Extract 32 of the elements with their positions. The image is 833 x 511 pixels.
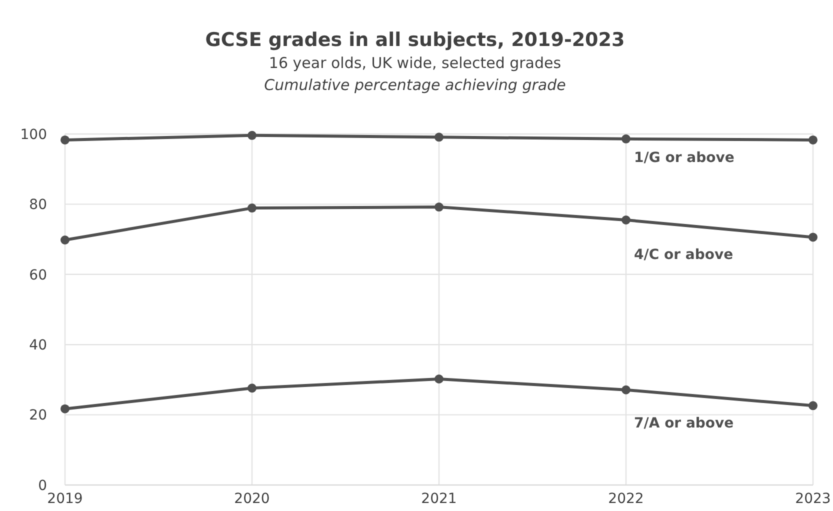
- series-label: 4/C or above: [634, 247, 734, 264]
- text: Cumulative percentage achieving grade: [264, 76, 566, 94]
- y-tick-label: 0: [38, 478, 47, 494]
- point: [248, 204, 256, 213]
- series-label: 7/A or above: [634, 416, 734, 432]
- y-tick-label: 80: [29, 197, 47, 214]
- point: [808, 232, 818, 242]
- point: [248, 384, 256, 393]
- point: [60, 404, 70, 414]
- y-tick-label: 40: [29, 338, 47, 354]
- point: [60, 236, 70, 244]
- x-tick-label: 2023: [795, 491, 831, 507]
- chart-subtitle: 16 year olds, UK wide, selected grades: [268, 54, 562, 72]
- x-tick-label: 2021: [421, 491, 457, 507]
- point: [622, 215, 630, 224]
- x-tick-label: 2019: [47, 491, 83, 507]
- chart-title: GCSE grades in all subjects, 2019-2023: [205, 29, 625, 51]
- point: [434, 374, 444, 384]
- point: [622, 385, 630, 394]
- x-tick-label: 2022: [608, 491, 644, 507]
- series-label: 1/G or above: [634, 150, 734, 166]
- y-tick-label: 100: [20, 126, 47, 143]
- point: [808, 401, 818, 410]
- point: [622, 134, 630, 144]
- point: [434, 202, 444, 212]
- x-tick-label: 2020: [234, 491, 270, 507]
- point: [808, 135, 818, 144]
- point: [434, 132, 444, 142]
- point: [60, 135, 70, 144]
- point: [248, 130, 256, 140]
- y-tick-label: 20: [29, 408, 47, 424]
- y-tick-label: 60: [29, 267, 47, 284]
